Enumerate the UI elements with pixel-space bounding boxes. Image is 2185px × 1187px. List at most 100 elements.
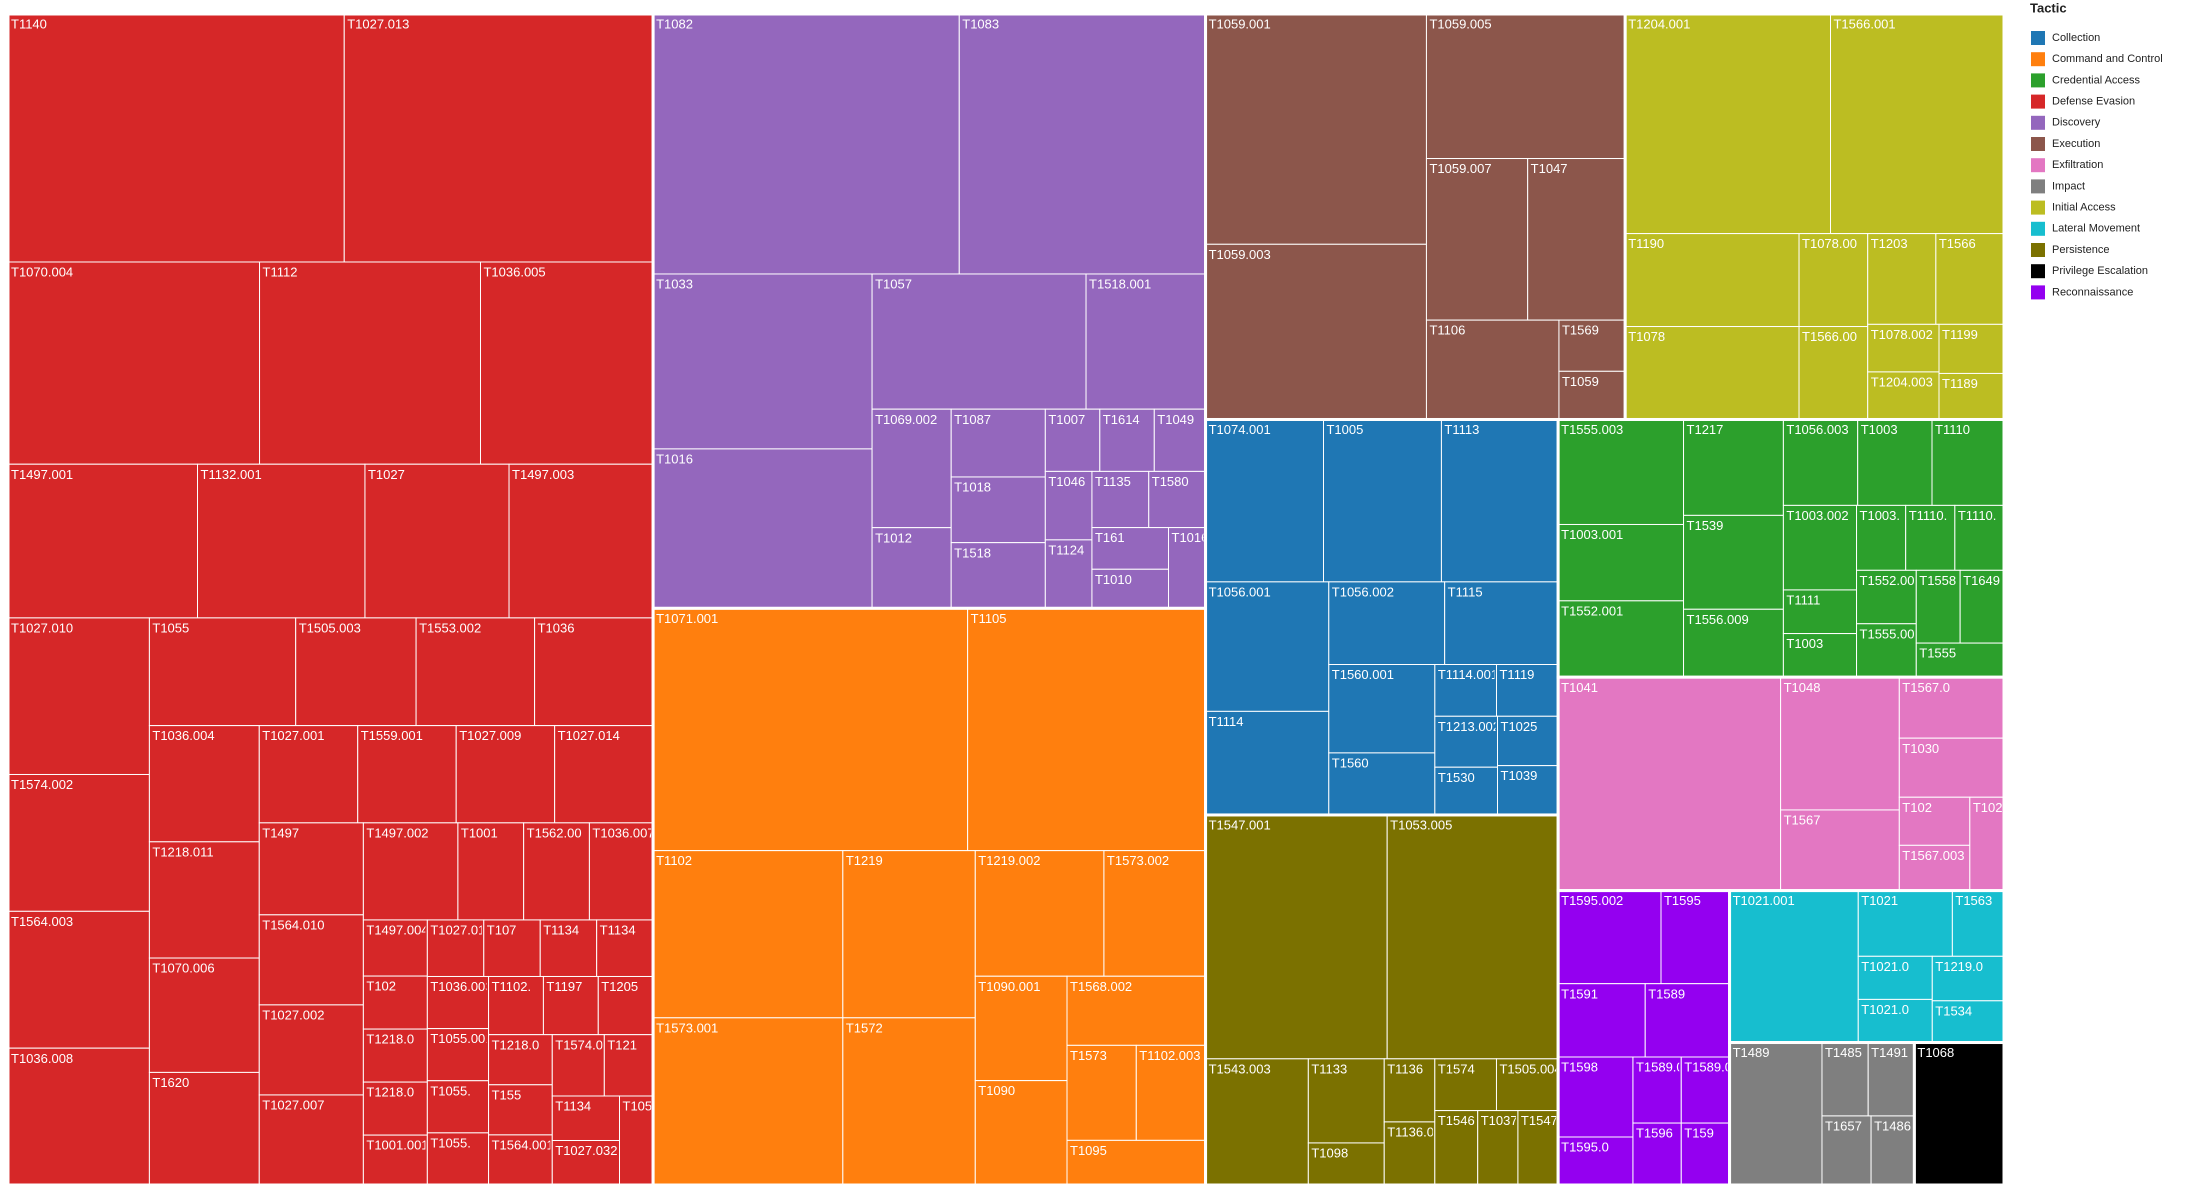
legend-swatch <box>2031 158 2045 173</box>
cell-label: T1027.010 <box>11 620 73 635</box>
cell-label: T1580 <box>1152 474 1189 489</box>
treemap-cell <box>1148 470 1207 529</box>
cell-label: T1069.002 <box>875 412 937 427</box>
treemap-cell <box>295 617 417 727</box>
cell-label: T1547 <box>1521 1113 1558 1128</box>
cell-label: T1566.001 <box>1833 17 1895 32</box>
treemap-cell <box>967 607 1207 852</box>
cell-label: T1553.002 <box>419 620 481 635</box>
treemap-cell <box>488 1134 553 1186</box>
cell-label: T1027.011 <box>430 923 491 938</box>
treemap-cell <box>1444 581 1559 666</box>
treemap-cell <box>7 261 261 465</box>
cell-label: T1589.003 <box>1684 1060 1746 1075</box>
cell-label: T1102 <box>656 853 692 868</box>
treemap-cell <box>7 617 150 775</box>
treemap-cell <box>1829 13 2005 235</box>
treemap-cell <box>1085 273 1207 410</box>
treemap-cell <box>148 841 260 959</box>
treemap-cell <box>539 919 598 977</box>
cell-label: T1556.009 <box>1687 612 1749 627</box>
treemap-cell <box>1091 470 1150 529</box>
treemap-cell <box>1915 569 1961 644</box>
cell-label: T1098 <box>1311 1146 1348 1161</box>
treemap-cell <box>551 1095 621 1141</box>
legend-swatch <box>2031 52 2045 67</box>
treemap-cell <box>1099 408 1155 472</box>
legend-label: Lateral Movement <box>2052 223 2140 235</box>
cell-label: T1567.0 <box>1902 680 1950 695</box>
cell-label: T1530 <box>1438 770 1475 785</box>
treemap-cell <box>1044 408 1101 472</box>
cell-label: T1566 <box>1939 236 1976 251</box>
cell-label: T1218.0 <box>366 1032 414 1047</box>
treemap-cell <box>1857 955 1933 1000</box>
treemap-cell <box>1557 983 1646 1058</box>
cell-label: T1564.010 <box>262 917 324 932</box>
cell-label: T1589.002 <box>1636 1060 1698 1075</box>
cell-label: T1049 <box>1157 412 1194 427</box>
cell-label: T1110. <box>1958 508 1997 523</box>
cell-label: T1564.003 <box>11 914 73 929</box>
treemap-cell <box>426 1132 490 1186</box>
cell-label: T1135 <box>1095 474 1131 489</box>
cell-label: T1205 <box>601 979 638 994</box>
cell-label: T1048 <box>1784 680 1821 695</box>
cell-label: T1218.011 <box>152 844 213 859</box>
cell-label: T1003 <box>1786 636 1823 651</box>
cell-label: T1567 <box>1784 813 1821 828</box>
cell-label: T1614 <box>1103 412 1140 427</box>
cell-label: T1489 <box>1733 1045 1770 1060</box>
cell-label: T1113 <box>1444 422 1479 437</box>
treemap-cell <box>1558 370 1626 420</box>
cell-label: T1018 <box>954 480 991 495</box>
cell-label: T1564.001 <box>492 1137 554 1152</box>
cell-label: T1070.004 <box>11 265 73 280</box>
treemap-cell <box>1931 955 2005 1002</box>
legend-swatch <box>2031 137 2045 151</box>
cell-label: T1547.001 <box>1209 818 1271 833</box>
treemap-cell <box>1660 890 1731 985</box>
treemap-cell <box>7 13 345 263</box>
treemap-cell <box>1870 1115 1915 1186</box>
cell-label: T1573 <box>1070 1048 1107 1063</box>
cell-label: T1595.002 <box>1561 893 1623 908</box>
treemap-cell <box>1328 752 1436 816</box>
treemap-cell <box>457 822 525 921</box>
cell-label: T1090.001 <box>978 979 1040 994</box>
cell-label: T1105 <box>971 611 1007 626</box>
treemap: T1140 T1027.013 T1070.004 T1112 T1036.005 T14… <box>6 12 2006 1187</box>
treemap-cell <box>1205 710 1330 816</box>
treemap-cell <box>619 1095 654 1186</box>
cell-label: T1497.004 <box>366 923 428 938</box>
cell-label: T1059.007 <box>1429 161 1491 176</box>
cell-label: T1021.0 <box>1861 959 1909 974</box>
cell-label: T1219.0 <box>1935 959 1983 974</box>
treemap-cell <box>1780 676 1900 811</box>
treemap-cell <box>1729 890 1859 1044</box>
cell-label: T1598 <box>1561 1060 1598 1075</box>
cell-label: T1001 <box>461 825 498 840</box>
legend-title: Tactic <box>2030 0 2067 15</box>
treemap-cell <box>551 1139 621 1186</box>
cell-label: T1110. <box>1909 508 1948 523</box>
treemap-cell <box>652 850 844 1019</box>
cell-label: T1555 <box>1919 646 1956 661</box>
cell-label: T1649 <box>1963 573 2000 588</box>
cell-label: T1133 <box>1311 1061 1347 1076</box>
treemap-cell <box>974 850 1105 977</box>
cell-label: T1574.001 <box>555 1037 617 1052</box>
treemap-cell <box>7 1047 150 1186</box>
cell-label: T1021.001 <box>1733 893 1795 908</box>
treemap-cell <box>362 975 428 1030</box>
treemap-cell <box>871 408 952 529</box>
treemap-cell <box>148 725 260 843</box>
treemap-cell <box>1383 1058 1436 1123</box>
treemap-cell <box>1867 371 1940 420</box>
cell-label: T1036.005 <box>483 265 545 280</box>
cell-label: T1485 <box>1825 1045 1862 1060</box>
treemap-cell <box>1044 539 1093 609</box>
cell-label: T1003. <box>1860 508 1900 523</box>
treemap-cell <box>357 725 457 824</box>
cell-label: T1078.00 <box>1802 236 1857 251</box>
